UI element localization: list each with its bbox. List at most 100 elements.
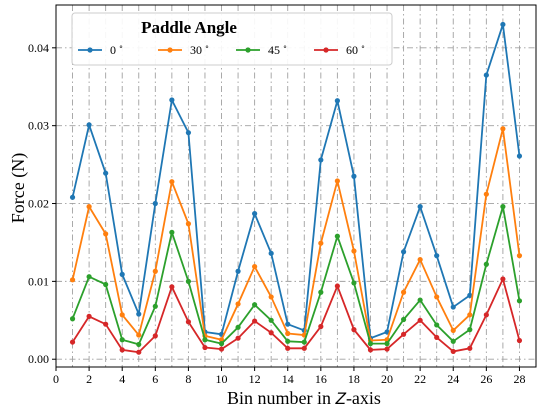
data-point <box>218 341 225 347</box>
x-tick-label: 18 <box>348 372 360 386</box>
data-point <box>86 204 92 210</box>
y-tick-label: 0.02 <box>28 197 49 211</box>
data-point <box>434 294 440 300</box>
data-point <box>185 130 192 136</box>
x-tick-label: 2 <box>86 372 92 386</box>
data-point <box>384 329 390 335</box>
series-1 <box>69 126 523 344</box>
data-point <box>152 268 158 274</box>
data-point <box>318 289 324 295</box>
data-point <box>434 253 440 259</box>
data-point <box>301 345 307 351</box>
data-point <box>318 323 324 330</box>
y-axis-label: Force (N) <box>8 153 29 223</box>
data-point <box>69 339 76 345</box>
data-point <box>351 248 357 254</box>
series-line <box>71 278 521 354</box>
data-point <box>136 311 142 317</box>
data-point <box>450 327 456 334</box>
series-line <box>71 23 521 340</box>
data-point <box>235 335 241 341</box>
data-point <box>483 191 489 197</box>
data-point <box>218 346 225 352</box>
data-point <box>86 313 92 319</box>
legend-items: 0 ˚ 30 ˚ 45 ˚ 60 ˚ <box>78 43 365 57</box>
data-point <box>136 332 142 338</box>
legend-swatch-marker <box>323 47 329 53</box>
data-point <box>384 346 390 352</box>
data-point <box>516 298 523 304</box>
series-2 <box>69 204 523 348</box>
data-point <box>400 316 407 323</box>
data-point <box>169 284 175 290</box>
axis-ticks: 0 2 4 6 8 10 12 14 16 18 20 22 24 26 280.000.010.020.0… <box>28 41 525 386</box>
x-tick-label: 16 <box>315 372 327 386</box>
data-point <box>367 347 374 353</box>
x-tick-label: 8 <box>185 372 191 386</box>
data-point <box>483 312 489 318</box>
data-point <box>119 312 125 318</box>
data-point <box>434 334 440 341</box>
data-point <box>351 327 357 333</box>
legend-swatch-marker <box>245 47 251 53</box>
x-axis-label-suffix: -axis <box>346 388 381 408</box>
data-point <box>268 250 274 256</box>
data-point <box>235 301 241 307</box>
data-point <box>119 271 125 277</box>
data-point <box>235 324 241 330</box>
data-point <box>103 281 109 288</box>
legend-label: 30 ˚ <box>190 43 209 57</box>
x-axis-label-italic: Z <box>335 389 347 408</box>
data-point <box>185 319 192 325</box>
data-point <box>301 339 307 345</box>
legend-item: 0 ˚ <box>78 43 123 57</box>
series-3 <box>69 276 523 355</box>
data-point <box>252 211 258 217</box>
data-point <box>467 345 473 351</box>
data-point <box>136 341 142 348</box>
data-point <box>252 263 258 270</box>
data-point <box>268 294 274 300</box>
x-tick-label: 6 <box>152 372 158 386</box>
data-point <box>69 194 76 200</box>
legend-item: 60 ˚ <box>314 43 365 57</box>
legend-title: Paddle Angle <box>141 18 237 37</box>
data-point <box>318 157 324 163</box>
data-point <box>69 316 76 322</box>
data-point <box>169 97 175 103</box>
data-point <box>285 338 291 344</box>
y-tick-label: 0.04 <box>28 41 49 55</box>
x-tick-label: 24 <box>447 372 459 386</box>
data-point <box>235 268 241 274</box>
y-tick-label: 0.00 <box>28 352 49 366</box>
plot-frame <box>55 4 537 368</box>
legend-swatch-marker <box>87 47 93 53</box>
data-point <box>268 330 274 336</box>
data-point <box>417 204 423 210</box>
x-tick-label: 26 <box>480 372 492 386</box>
data-point <box>450 348 456 355</box>
x-axis-label-text: Bin number in <box>227 388 331 408</box>
data-point <box>500 126 506 132</box>
data-point <box>417 256 423 263</box>
x-tick-label: 22 <box>414 372 426 386</box>
data-point <box>268 317 274 323</box>
x-axis-label: Bin number in Z-axis <box>227 388 381 408</box>
data-point <box>500 276 506 282</box>
data-point <box>467 312 473 318</box>
data-point <box>318 240 324 246</box>
data-point <box>119 347 125 353</box>
data-point <box>136 349 142 355</box>
data-point <box>483 261 489 267</box>
data-point <box>516 253 523 259</box>
x-tick-label: 28 <box>513 372 525 386</box>
data-point <box>285 345 291 351</box>
legend: Paddle Angle 0 ˚ 30 ˚ 45 ˚ 60 ˚ <box>71 12 393 66</box>
data-point <box>367 341 374 347</box>
data-point <box>450 304 456 310</box>
x-tick-label: 4 <box>119 372 125 386</box>
data-point <box>351 280 357 286</box>
data-point <box>119 337 125 343</box>
data-point <box>334 178 340 184</box>
